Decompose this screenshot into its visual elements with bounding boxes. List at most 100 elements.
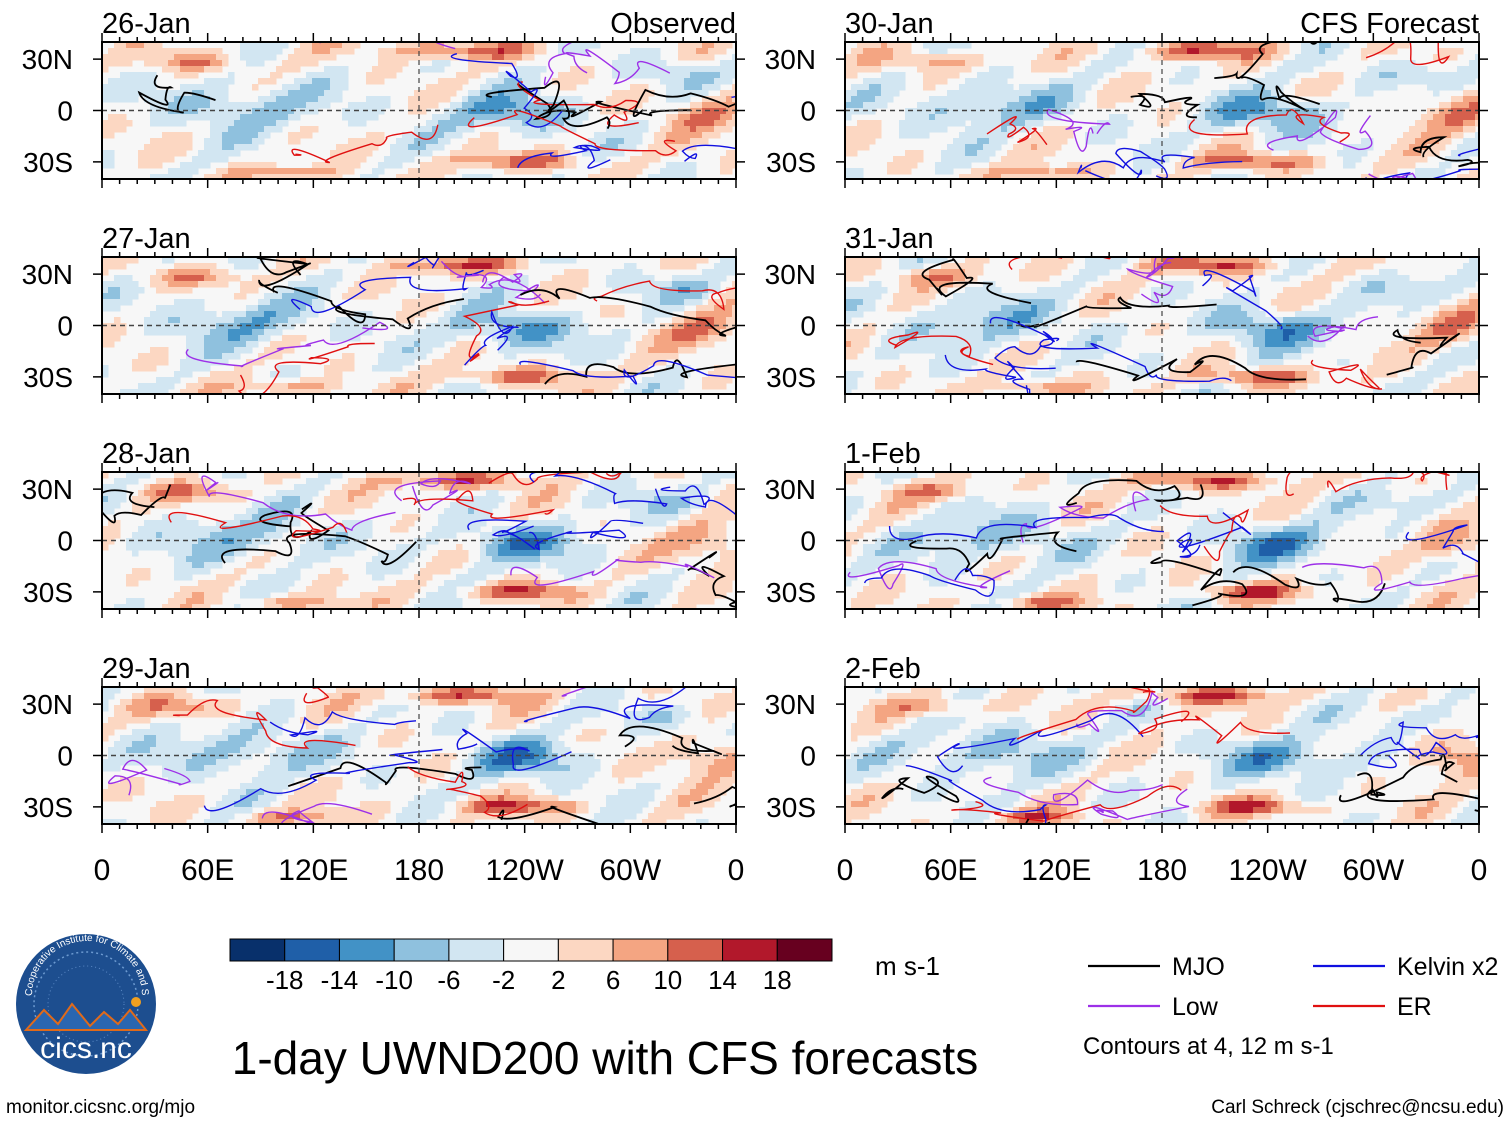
field-cell [480,114,487,121]
field-cell [354,335,361,342]
field-cell [720,592,727,599]
field-cell [132,78,139,85]
field-cell [168,526,175,533]
field-cell [462,687,469,694]
field-cell [654,514,661,521]
field-cell [474,257,481,264]
field-cell [678,568,685,575]
field-cell [360,478,367,485]
field-cell [522,78,529,85]
field-cell [690,484,697,491]
field-cell [318,48,325,55]
field-cell [312,108,319,115]
field-cell [342,598,349,605]
field-cell [372,562,379,569]
field-cell [636,592,643,599]
field-cell [546,604,553,609]
field-cell [156,287,163,294]
field-cell [570,353,577,360]
field-cell [342,353,349,360]
field-cell [546,526,553,533]
field-cell [246,562,253,569]
field-cell [348,168,355,175]
field-cell [324,66,331,73]
field-cell [498,496,505,503]
field-cell [552,257,559,264]
field-cell [456,108,463,115]
field-cell [624,329,631,336]
field-cell [234,550,241,557]
field-cell [156,383,163,390]
field-cell [726,156,733,163]
field-cell [624,168,631,175]
field-cell [498,257,505,264]
field-cell [630,144,637,151]
field-cell [498,568,505,575]
field-cell [396,317,403,324]
field-cell [396,257,403,264]
field-cell [450,353,457,360]
field-cell [330,335,337,342]
field-cell [666,168,673,175]
field-cell [282,90,289,97]
field-cell [408,550,415,557]
field-cell [588,592,595,599]
field-cell [348,323,355,330]
field-cell [216,78,223,85]
field-cell [156,269,163,276]
field-cell [522,586,529,593]
field-cell [192,263,199,270]
field-cell [426,568,433,575]
field-cell [414,550,421,557]
field-cell [630,138,637,145]
field-cell [270,275,277,282]
field-cell [636,490,643,497]
field-cell [624,592,631,599]
field-cell [390,377,397,384]
field-cell [168,54,175,61]
field-cell [582,42,589,49]
field-cell [540,580,547,587]
field-cell [240,162,247,169]
field-cell [528,168,535,175]
field-cell [168,514,175,521]
field-cell [342,156,349,163]
field-cell [360,592,367,599]
field-cell [630,263,637,270]
field-cell [714,263,721,270]
field-cell [324,580,331,587]
field-cell [510,687,517,694]
field-cell [246,144,253,151]
field-cell [294,54,301,61]
panel-date-label: 27-Jan [102,223,191,255]
field-cell [510,586,517,593]
field-cell [564,323,571,330]
field-cell [480,532,487,539]
field-cell [582,347,589,354]
field-cell [492,78,499,85]
field-cell [438,359,445,366]
field-cell [192,335,199,342]
field-cell [348,335,355,342]
field-cell [270,120,277,127]
field-cell [258,538,265,545]
field-cell [714,562,721,569]
field-cell [510,168,517,175]
field-cell [444,78,451,85]
field-cell [438,329,445,336]
field-cell [642,389,649,394]
field-cell [126,389,133,394]
field-cell [534,347,541,354]
field-cell [690,78,697,85]
field-cell [366,592,373,599]
field-cell [612,341,619,348]
field-cell [300,317,307,324]
field-cell [666,66,673,73]
field-cell [288,568,295,575]
field-cell [474,347,481,354]
field-cell [288,496,295,503]
field-cell [486,484,493,491]
field-cell [132,472,139,479]
field-cell [348,317,355,324]
field-cell [462,150,469,157]
